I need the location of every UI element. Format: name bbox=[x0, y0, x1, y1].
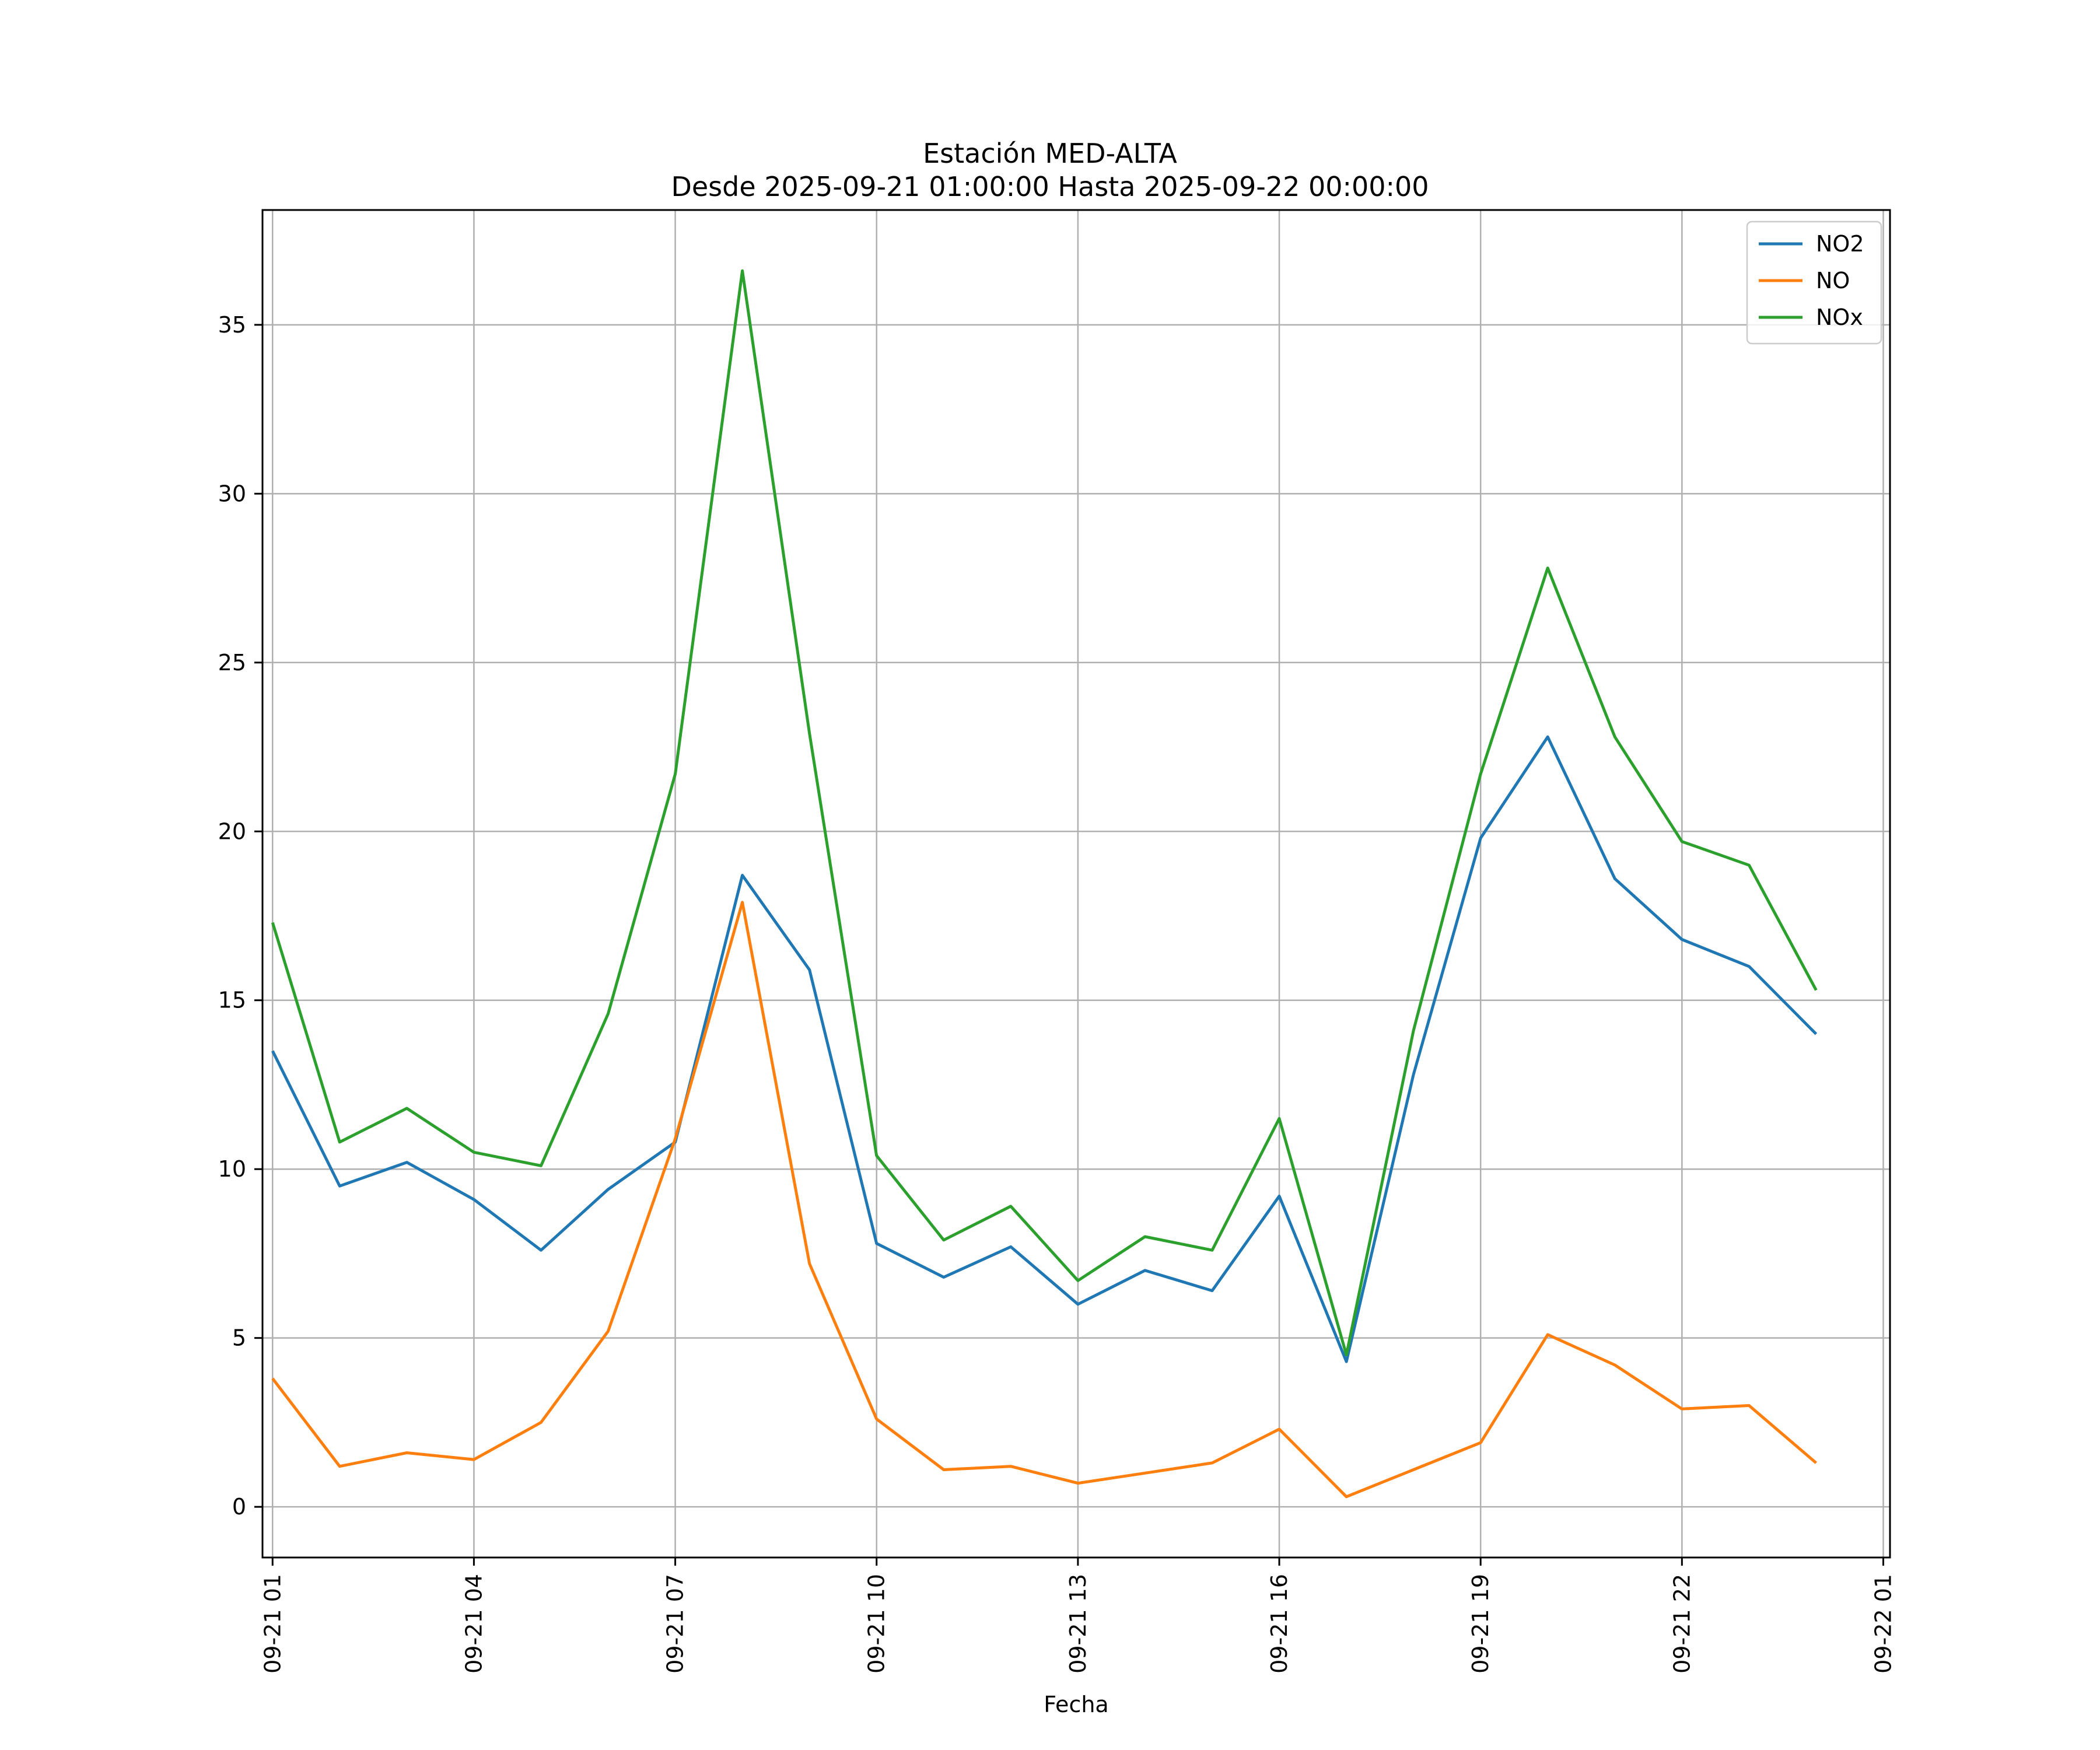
y-tick-label: 25 bbox=[218, 650, 246, 676]
x-tick-label: 09-21 13 bbox=[1065, 1574, 1091, 1674]
x-tick-label: 09-21 07 bbox=[663, 1574, 688, 1674]
y-tick-label: 15 bbox=[218, 988, 246, 1013]
x-axis: 09-21 01 09-21 04 09-21 07 09-21 10 09-21 13… bbox=[260, 1558, 1896, 1674]
x-tick-label: 09-21 10 bbox=[864, 1574, 890, 1674]
legend: NO2 NO NOx bbox=[1746, 220, 1882, 345]
y-tick-label: 20 bbox=[218, 818, 246, 844]
legend-label-no2: NO2 bbox=[1816, 231, 1864, 257]
chart-title: Estación MED-ALTA bbox=[923, 138, 1177, 169]
y-tick-label: 10 bbox=[218, 1156, 246, 1182]
x-tick-label: 09-21 19 bbox=[1468, 1574, 1493, 1674]
y-axis: 0 5 10 15 20 25 30 35 bbox=[218, 312, 262, 1520]
series-line-no bbox=[271, 901, 1818, 1499]
legend-box bbox=[1746, 220, 1882, 345]
y-tick-label: 5 bbox=[232, 1325, 246, 1351]
y-tick-label: 30 bbox=[218, 481, 246, 506]
plot-frame bbox=[261, 209, 1891, 1559]
legend-label-nox: NOx bbox=[1816, 304, 1863, 330]
y-tick-label: 35 bbox=[218, 312, 246, 338]
grid bbox=[262, 210, 1890, 1558]
x-axis-label: Fecha bbox=[1044, 1692, 1108, 1717]
x-tick-label: 09-21 16 bbox=[1266, 1574, 1292, 1674]
x-tick-label: 09-21 04 bbox=[461, 1574, 487, 1674]
series-group bbox=[271, 269, 1818, 1499]
x-tick-label: 09-22 01 bbox=[1870, 1574, 1896, 1674]
x-tick-label: 09-21 01 bbox=[260, 1574, 285, 1674]
series-line-no2 bbox=[271, 735, 1818, 1363]
y-tick-label: 0 bbox=[232, 1494, 246, 1520]
series-line-nox bbox=[271, 269, 1818, 1357]
x-tick-label: 09-21 22 bbox=[1669, 1574, 1695, 1674]
chart-subtitle: Desde 2025-09-21 01:00:00 Hasta 2025-09-… bbox=[671, 171, 1429, 202]
legend-label-no: NO bbox=[1816, 268, 1850, 293]
